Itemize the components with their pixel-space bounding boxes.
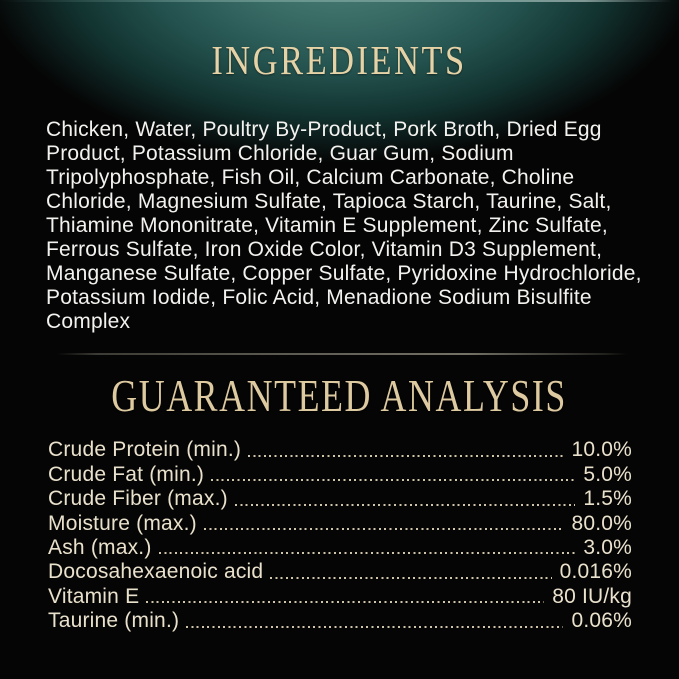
section-divider: [57, 353, 627, 355]
leader-dots: [211, 479, 576, 482]
leader-dots: [270, 576, 552, 579]
analysis-row: Taurine (min.) 0.06%: [48, 608, 632, 632]
analysis-label: Crude Fat (min.): [48, 462, 205, 486]
analysis-label: Ash (max.): [48, 535, 152, 559]
guaranteed-analysis-title: GUARANTEED ANALYSIS: [0, 372, 679, 420]
analysis-row: Crude Fat (min.) 5.0%: [48, 461, 632, 486]
analysis-value: 80 IU/kg: [552, 584, 632, 608]
ingredient-line: Manganese Sulfate, Copper Sulfate, Pyrid…: [46, 262, 642, 285]
guaranteed-analysis-title-text: GUARANTEED ANALYSIS: [111, 370, 568, 421]
ingredients-title-text: INGREDIENTS: [211, 37, 468, 83]
analysis-row: Crude Protein (min.) 10.0%: [48, 437, 632, 461]
analysis-row: Vitamin E 80 IU/kg: [48, 583, 632, 608]
analysis-row: Docosahexaenoic acid 0.016%: [48, 559, 632, 583]
leader-dots: [203, 528, 564, 531]
analysis-label: Taurine (min.): [48, 609, 180, 633]
leader-dots: [248, 454, 564, 457]
teal-glow-background: [0, 0, 679, 180]
analysis-value: 3.0%: [583, 535, 632, 559]
analysis-label: Crude Fiber (max.): [48, 487, 228, 511]
analysis-label: Crude Protein (min.): [48, 438, 242, 462]
analysis-value: 0.016%: [559, 560, 632, 584]
analysis-label: Vitamin E: [48, 584, 140, 608]
analysis-value: 80.0%: [571, 511, 632, 535]
analysis-value: 1.5%: [583, 487, 632, 511]
ingredient-line: Complex: [46, 310, 131, 333]
analysis-table: Crude Protein (min.) 10.0% Crude Fat (mi…: [48, 437, 632, 632]
ingredient-line: Chloride, Magnesium Sulfate, Tapioca Sta…: [46, 190, 612, 213]
ingredient-line: Tripolyphosphate, Fish Oil, Calcium Carb…: [46, 166, 575, 189]
leader-dots: [158, 552, 576, 555]
top-edge-highlight: [0, 0, 679, 2]
analysis-row: Moisture (max.) 80.0%: [48, 510, 632, 535]
ingredient-line: Thiamine Mononitrate, Vitamin E Suppleme…: [46, 214, 608, 237]
analysis-row: Crude Fiber (max.) 1.5%: [48, 486, 632, 510]
analysis-label: Moisture (max.): [48, 511, 197, 535]
leader-dots: [186, 625, 564, 628]
analysis-row: Ash (max.) 3.0%: [48, 535, 632, 559]
ingredients-title: INGREDIENTS: [0, 37, 679, 83]
ingredients-text: Chicken, Water, Poultry By-Product, Pork…: [46, 118, 642, 334]
leader-dots: [234, 503, 576, 506]
analysis-value: 10.0%: [571, 438, 632, 462]
analysis-value: 5.0%: [583, 462, 632, 486]
analysis-value: 0.06%: [571, 609, 632, 633]
leader-dots: [146, 601, 545, 604]
ingredient-line: Chicken, Water, Poultry By-Product, Pork…: [46, 118, 602, 141]
ingredient-line: Ferrous Sulfate, Iron Oxide Color, Vitam…: [46, 238, 603, 261]
ingredient-line: Potassium Iodide, Folic Acid, Menadione …: [46, 286, 592, 309]
ingredient-line: Product, Potassium Chloride, Guar Gum, S…: [46, 142, 514, 165]
analysis-label: Docosahexaenoic acid: [48, 560, 264, 584]
